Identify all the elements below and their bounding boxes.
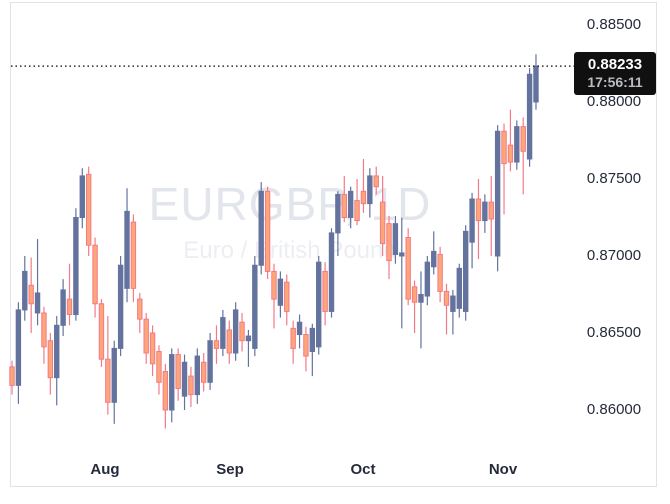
candle xyxy=(226,320,232,364)
candle xyxy=(245,329,252,367)
candle xyxy=(514,120,520,170)
candle xyxy=(373,166,379,195)
price-tick-label: 0.88000 xyxy=(586,93,642,110)
candle xyxy=(9,360,15,395)
candle xyxy=(232,302,239,361)
candle xyxy=(162,363,169,429)
candle xyxy=(296,314,303,349)
candle xyxy=(194,348,201,404)
time-tick-label: Nov xyxy=(488,461,518,478)
candle xyxy=(431,231,437,275)
candle xyxy=(354,179,360,226)
candle xyxy=(456,263,463,318)
candle xyxy=(92,237,98,318)
candle xyxy=(85,166,92,256)
candle xyxy=(73,208,79,321)
candle xyxy=(386,215,392,280)
candle xyxy=(533,54,539,110)
candle xyxy=(188,366,194,407)
candle xyxy=(213,325,220,364)
candle xyxy=(450,289,456,335)
candle xyxy=(443,283,450,335)
candle xyxy=(418,271,424,349)
candle xyxy=(405,228,411,306)
candle xyxy=(181,354,188,410)
candle xyxy=(60,279,66,337)
candle xyxy=(117,256,124,357)
candle xyxy=(520,117,526,195)
candle xyxy=(303,326,309,372)
candle xyxy=(392,215,399,264)
candle xyxy=(54,316,60,406)
last-price-countdown: 17:56:11 xyxy=(587,74,643,90)
time-tick-label: Oct xyxy=(350,461,376,478)
candle xyxy=(316,256,322,355)
time-tick-label: Aug xyxy=(90,461,120,478)
candle xyxy=(98,299,105,367)
candle xyxy=(284,274,290,326)
candle xyxy=(79,168,85,229)
candle xyxy=(137,292,143,333)
candle xyxy=(526,68,533,167)
candle xyxy=(475,179,482,260)
candle xyxy=(360,158,367,213)
candle xyxy=(309,323,316,377)
candle xyxy=(258,182,264,275)
candle xyxy=(347,186,354,229)
price-tick-label: 0.88500 xyxy=(586,16,642,33)
candle xyxy=(15,302,22,404)
last-price-badge: 0.88233 17:56:11 xyxy=(574,52,656,95)
candle xyxy=(252,256,258,357)
candle xyxy=(277,271,284,318)
candle xyxy=(399,217,405,329)
candle xyxy=(290,320,296,364)
candle xyxy=(22,256,28,321)
candle xyxy=(271,263,277,329)
candle xyxy=(169,348,175,423)
candle xyxy=(47,333,54,395)
candle xyxy=(41,306,47,364)
candle xyxy=(379,175,386,256)
candle xyxy=(220,309,226,357)
candle xyxy=(143,312,149,364)
candle xyxy=(501,123,507,215)
candle xyxy=(507,109,514,172)
candle xyxy=(469,192,475,269)
candle xyxy=(130,214,137,303)
price-tick-label: 0.87000 xyxy=(586,247,642,264)
candle xyxy=(367,168,373,218)
candle xyxy=(322,262,328,326)
price-tick-label: 0.87500 xyxy=(586,170,642,187)
price-tick-label: 0.86000 xyxy=(586,401,642,418)
candle xyxy=(239,312,245,352)
candle xyxy=(437,246,443,303)
candle xyxy=(124,188,130,303)
candle xyxy=(207,333,213,390)
candle xyxy=(335,191,341,256)
candle xyxy=(494,125,501,272)
candle xyxy=(175,348,181,401)
candle xyxy=(66,263,73,326)
candle xyxy=(411,280,418,333)
candle xyxy=(105,316,111,415)
candle xyxy=(424,256,431,306)
candle xyxy=(341,175,347,223)
candle xyxy=(201,353,207,392)
price-tick-label: 0.86500 xyxy=(586,324,642,341)
candle xyxy=(156,345,162,395)
candle xyxy=(34,239,41,326)
candle xyxy=(462,225,469,321)
candle xyxy=(482,194,488,233)
time-tick-label: Sep xyxy=(216,461,244,478)
candle xyxy=(328,228,335,318)
candle xyxy=(111,340,117,424)
candle xyxy=(149,325,156,377)
last-price-value: 0.88233 xyxy=(587,56,643,73)
candle xyxy=(488,175,494,256)
candle xyxy=(28,257,34,333)
candle xyxy=(264,186,271,280)
